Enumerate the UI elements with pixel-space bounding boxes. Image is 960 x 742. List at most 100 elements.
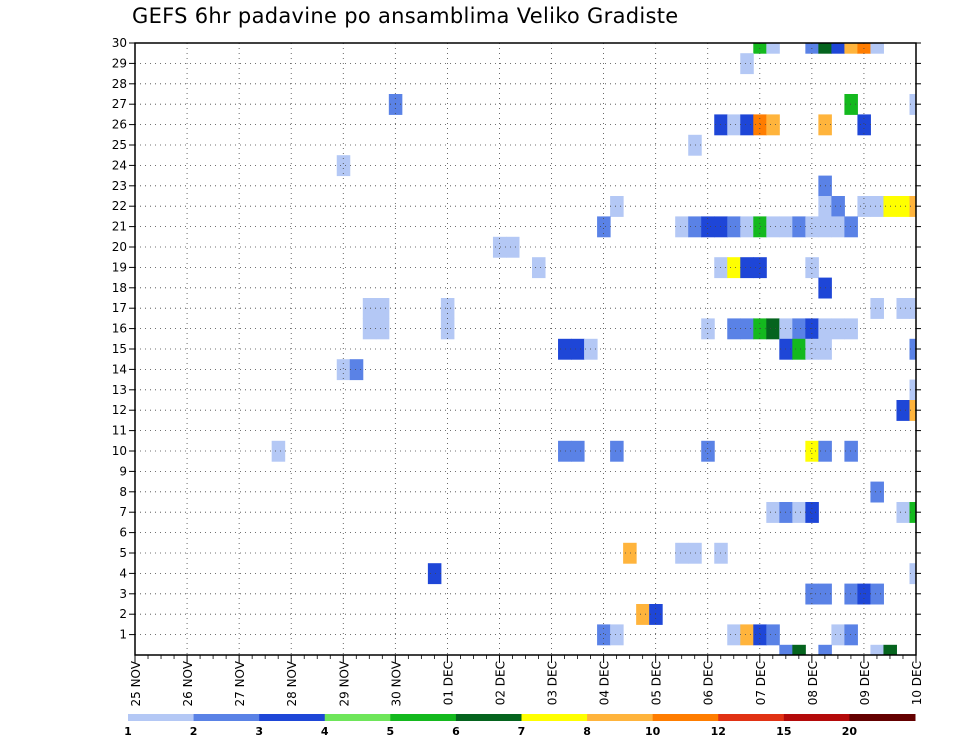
legend-swatch [718, 714, 785, 721]
x-tick-label: 03 DEC [546, 661, 560, 705]
legend-swatch [259, 714, 326, 721]
y-tick-label: 22 [112, 199, 127, 213]
heatmap-cell [792, 318, 806, 340]
heatmap-cell [844, 94, 858, 115]
legend-label: 5 [387, 725, 395, 738]
heatmap-cell [623, 542, 637, 564]
heatmap-cell [844, 216, 858, 238]
heatmap-cell [779, 502, 793, 523]
heatmap-cell [375, 298, 390, 319]
y-tick-label: 11 [112, 424, 127, 438]
heatmap-cell [766, 216, 780, 238]
heatmap-cell [805, 440, 819, 462]
heatmap-cell [870, 583, 884, 605]
heatmap-cell [349, 359, 364, 381]
legend-label: 12 [711, 725, 726, 738]
heatmap-cell [870, 481, 884, 503]
y-tick-label: 26 [112, 118, 127, 132]
legend-swatch [128, 714, 195, 721]
heatmap-cell [271, 440, 286, 462]
heatmap-cell [610, 440, 624, 462]
heatmap-cell [831, 318, 845, 340]
y-tick-label: 27 [112, 97, 127, 111]
y-tick-label: 4 [119, 566, 127, 580]
heatmap-cell [844, 318, 858, 340]
heatmap-cell [857, 196, 871, 217]
heatmap-cell [831, 624, 845, 646]
heatmap-cell [362, 298, 377, 319]
heatmap-cell [610, 196, 624, 217]
heatmap-cell [909, 94, 917, 115]
x-tick-label: 04 DEC [598, 661, 612, 705]
x-tick-label: 28 NOV [285, 660, 299, 706]
x-tick-label: 01 DEC [441, 661, 455, 705]
legend-swatch [521, 714, 588, 721]
legend-label: 1 [124, 725, 132, 738]
y-tick-label: 25 [112, 138, 127, 152]
y-tick-label: 30 [112, 36, 127, 50]
heatmap-cell [909, 502, 917, 523]
legend-label: 15 [776, 725, 791, 738]
legend-swatch [390, 714, 457, 721]
heatmap-cell [870, 644, 884, 656]
legend-swatch [587, 714, 654, 721]
y-tick-label: 7 [119, 505, 127, 519]
heatmap-cell [805, 583, 819, 605]
x-tick-label: 05 DEC [650, 661, 664, 705]
legend-label: 3 [255, 725, 263, 738]
heatmap-cell [896, 298, 910, 319]
heatmap-cell [766, 114, 780, 136]
heatmap-cell [727, 216, 741, 238]
heatmap-cell [740, 114, 754, 136]
heatmap-cell [558, 338, 572, 360]
legend-swatch [652, 714, 719, 721]
heatmap-cell [740, 53, 754, 75]
x-tick-label: 27 NOV [233, 660, 247, 706]
legend-label: 4 [321, 725, 329, 738]
y-tick-label: 2 [119, 607, 127, 621]
heatmap-cell [505, 236, 520, 258]
heatmap-cell [896, 196, 910, 217]
heatmap-cell [740, 624, 754, 646]
y-tick-label: 1 [119, 628, 127, 642]
heatmap-cell [727, 114, 741, 136]
legend-label: 8 [583, 725, 591, 738]
legend-swatch [455, 714, 522, 721]
x-tick-label: 02 DEC [493, 661, 507, 705]
legend-label: 20 [842, 725, 858, 738]
grid-lines [135, 43, 916, 655]
heatmap-cell [727, 624, 741, 646]
y-tick-label: 10 [112, 444, 127, 458]
heatmap-cell [909, 400, 917, 421]
x-tick-label: 10 DEC [910, 661, 924, 705]
y-tick-label: 18 [112, 281, 127, 295]
heatmap-cell [805, 216, 819, 238]
heatmap-cell [779, 318, 793, 340]
heatmap-cell [766, 318, 780, 340]
heatmap-cell [532, 257, 546, 279]
heatmap-cell [336, 359, 351, 381]
heatmap-cell [792, 644, 806, 656]
heatmap-cell [896, 502, 910, 523]
heatmap-cell [909, 379, 917, 401]
heatmap-cell [792, 216, 806, 238]
heatmap-cell [844, 43, 858, 54]
y-tick-label: 3 [119, 587, 127, 601]
heatmap-cell [375, 318, 390, 340]
y-tick-label: 5 [119, 546, 127, 560]
heatmap-cell [870, 298, 884, 319]
heatmap-cell [688, 216, 702, 238]
y-tick-label: 6 [119, 526, 127, 540]
color-legend: 1 2 3 4 5 6 7 8 10 12 15 20 [124, 714, 916, 738]
y-tick-label: 29 [112, 56, 127, 70]
heatmap-cell [766, 624, 780, 646]
heatmap-cell [688, 542, 702, 564]
y-tick-label: 23 [112, 179, 127, 193]
heatmap-cell [844, 624, 858, 646]
y-tick-label: 21 [112, 220, 127, 234]
y-tick-label: 16 [112, 322, 127, 336]
y-tick-label: 28 [112, 77, 127, 91]
heatmap-cell [883, 644, 897, 656]
heatmap-cell [701, 216, 715, 238]
heatmap-cell [727, 257, 741, 279]
